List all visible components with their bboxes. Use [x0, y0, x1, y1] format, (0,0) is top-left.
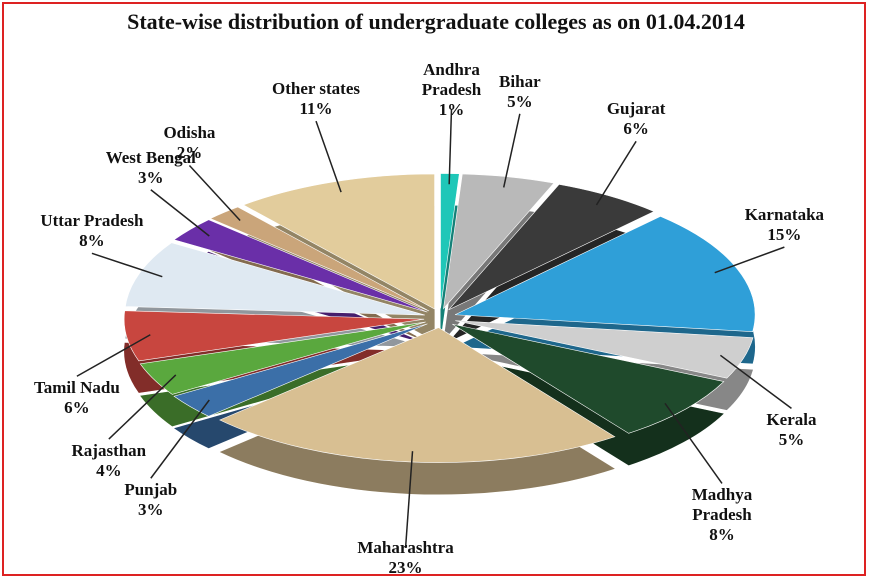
- slice-label: Punjab 3%: [91, 480, 211, 520]
- slice: [123, 310, 425, 362]
- chart-title: State-wise distribution of undergraduate…: [127, 9, 745, 34]
- value-label: 3%: [138, 167, 164, 187]
- slice-label: Odisha 2%: [129, 123, 249, 163]
- slice-label: Andhra Pradesh 1%: [391, 60, 511, 120]
- slice-label: Kerala 5%: [731, 410, 851, 450]
- leader-line: [719, 354, 792, 409]
- value-label: 8%: [709, 525, 735, 545]
- slice: [454, 216, 756, 332]
- value-label: 4%: [96, 461, 122, 481]
- leader-line: [108, 374, 177, 440]
- value-label: 5%: [507, 91, 533, 111]
- slice: [219, 327, 616, 463]
- category-label: Bihar: [499, 71, 541, 91]
- leader-line: [150, 189, 210, 237]
- category-label: Maharashtra: [357, 538, 454, 557]
- slice: [455, 320, 754, 379]
- category-label: Andhra Pradesh: [421, 60, 482, 99]
- slice-label: Bihar 5%: [460, 72, 580, 112]
- slice: [242, 173, 435, 310]
- leader-line: [664, 402, 723, 484]
- leader-line: [76, 334, 151, 377]
- category-label: Other states: [272, 79, 360, 99]
- slice: [125, 242, 425, 316]
- value-label: 11%: [299, 99, 333, 119]
- slice-label: Madhya Pradesh 8%: [662, 485, 782, 545]
- slice-label: Maharashtra 23%: [346, 538, 466, 578]
- category-label: Karnataka: [744, 205, 825, 225]
- leader-line: [448, 108, 453, 185]
- value-label: 6%: [64, 398, 90, 418]
- slice: [173, 219, 428, 313]
- category-label: Uttar Pradesh: [40, 211, 144, 231]
- slice: [448, 184, 655, 311]
- category-label: Odisha: [163, 123, 216, 143]
- value-label: 2%: [176, 143, 203, 163]
- value-label: 8%: [79, 231, 105, 251]
- slice-label: Uttar Pradesh 8%: [32, 211, 152, 251]
- slice: [139, 321, 426, 395]
- value-label: 6%: [623, 119, 649, 139]
- category-label: Rajasthan: [71, 441, 147, 461]
- slice: [209, 206, 430, 312]
- slice-label: Karnataka 15%: [724, 205, 844, 245]
- slice-label: Other states 11%: [256, 79, 376, 119]
- leader-line: [315, 120, 342, 193]
- leader-line: [714, 246, 785, 274]
- leader-line: [91, 252, 163, 278]
- value-label: 15%: [767, 225, 802, 245]
- category-label: Punjab: [124, 480, 178, 500]
- leader-line: [188, 164, 241, 221]
- value-label: 1%: [438, 100, 465, 119]
- slice: [452, 323, 725, 434]
- value-label: 23%: [388, 558, 423, 577]
- category-label: West Bengal: [105, 147, 196, 167]
- value-label: 3%: [138, 500, 164, 520]
- slice-label: West Bengal 3%: [91, 148, 211, 188]
- value-label: 5%: [778, 430, 805, 450]
- slice: [443, 173, 555, 310]
- category-label: Tamil Nadu: [33, 378, 120, 398]
- category-label: Kerala: [766, 410, 817, 430]
- leader-line: [404, 451, 414, 549]
- slice-label: Gujarat 6%: [576, 99, 696, 139]
- leader-line: [150, 399, 210, 479]
- slice: [173, 323, 428, 417]
- category-label: Gujarat: [606, 99, 666, 119]
- leader-line: [595, 140, 637, 206]
- category-label: Madhya Pradesh: [691, 485, 753, 525]
- leader-line: [502, 113, 521, 188]
- slice-label: Tamil Nadu 6%: [17, 378, 137, 418]
- slice-label: Rajasthan 4%: [49, 441, 169, 481]
